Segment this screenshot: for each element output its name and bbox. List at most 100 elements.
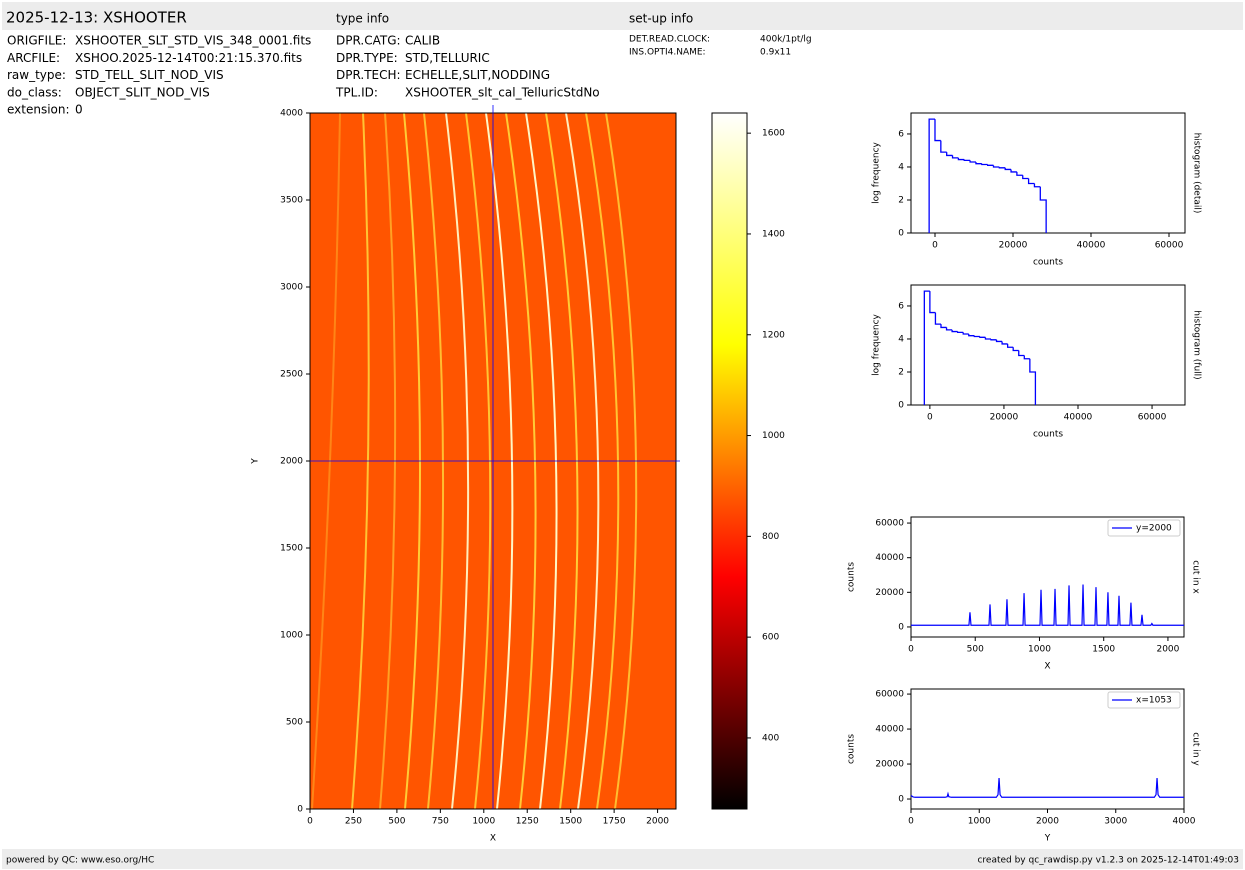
y-tick-label: 6 <box>898 301 904 311</box>
x-tick-label: 3000 <box>1104 817 1127 827</box>
histogram-step <box>1029 358 1037 405</box>
histogram-step <box>1010 169 1017 173</box>
y-tick-label: 0 <box>898 401 904 411</box>
x-axis-label: counts <box>1033 258 1063 268</box>
x-tick-label: 0 <box>908 817 914 827</box>
x-tick-label: 1250 <box>516 817 539 827</box>
field-key: DPR.TECH: <box>336 68 401 82</box>
x-tick-label: 2000 <box>1036 817 1059 827</box>
page-title: 2025-12-13: XSHOOTER <box>6 9 187 27</box>
histogram-step <box>945 327 953 331</box>
field-value: XSHOOTER_SLT_STD_VIS_348_0001.fits <box>75 34 311 48</box>
x-tick-label: 1000 <box>1028 645 1051 655</box>
histogram-step <box>940 324 947 329</box>
histogram-step <box>963 159 971 162</box>
histogram-step <box>923 290 930 405</box>
histogram-step <box>1018 350 1025 357</box>
legend-label: y=2000 <box>1136 524 1172 534</box>
y-tick-label: 1000 <box>280 631 303 641</box>
x-tick-label: 0 <box>932 241 938 251</box>
field-value: CALIB <box>405 34 440 48</box>
x-tick-label: 250 <box>345 817 362 827</box>
x-tick-label: 20000 <box>999 241 1028 251</box>
field-key: DPR.TYPE: <box>336 51 398 65</box>
series-line <box>911 584 1184 626</box>
y-axis-label: counts <box>847 562 857 592</box>
y-tick-label: 60000 <box>875 690 904 700</box>
x-axis-label: X <box>1044 662 1050 672</box>
header-bar <box>2 2 1243 30</box>
x-axis-label: Y <box>1044 834 1051 844</box>
histogram-step <box>1006 343 1014 348</box>
footer-bar <box>2 849 1243 869</box>
x-axis-label: X <box>490 834 496 844</box>
y-tick-label: 40000 <box>875 725 904 735</box>
histogram-step <box>990 338 997 341</box>
x-tick-label: 0 <box>927 413 933 423</box>
histogram-step <box>984 337 991 340</box>
field-value: 0.9x11 <box>760 48 791 58</box>
side-label: cut in x <box>1191 560 1201 594</box>
histogram-step <box>946 152 953 157</box>
x-tick-label: 20000 <box>990 413 1019 423</box>
x-tick-label: 500 <box>388 817 405 827</box>
x-axis-label: counts <box>1033 430 1063 440</box>
histogram-step <box>957 331 964 334</box>
field-key: ARCFILE: <box>7 51 60 65</box>
colorbar-tick-label: 1000 <box>762 431 785 441</box>
histogram-step <box>975 162 982 165</box>
field-key: INS.OPTI4.NAME: <box>629 48 706 58</box>
y-tick-label: 0 <box>297 805 303 815</box>
axes-frame <box>910 112 1186 234</box>
field-value: STD_TELL_SLIT_NOD_VIS <box>75 68 224 82</box>
x-tick-label: 2000 <box>646 817 669 827</box>
section-title: type info <box>336 12 389 26</box>
y-tick-label: 1500 <box>280 544 303 554</box>
y-tick-label: 500 <box>286 718 303 728</box>
footer-left: powered by QC: www.eso.org/HC <box>6 856 154 866</box>
x-tick-label: 750 <box>432 817 449 827</box>
x-tick-label: 1500 <box>559 817 582 827</box>
histogram-step <box>929 291 936 314</box>
y-axis-label: Y <box>251 458 261 465</box>
y-tick-label: 2 <box>898 367 904 377</box>
colorbar-tick-label: 1200 <box>762 330 785 340</box>
field-key: TPL.ID: <box>335 85 378 99</box>
field-value: 0 <box>75 103 83 117</box>
y-tick-label: 0 <box>898 229 904 239</box>
field-value: 400k/1pt/lg <box>760 35 812 45</box>
section-title: set-up info <box>629 12 693 26</box>
histogram-step <box>998 166 1006 169</box>
histogram-step <box>1004 167 1012 171</box>
colorbar-tick-label: 1400 <box>762 229 785 239</box>
histogram-step <box>962 332 969 335</box>
series-line <box>910 778 1184 798</box>
field-key: raw_type: <box>7 68 66 82</box>
colorbar <box>711 112 748 810</box>
histogram-step <box>1033 183 1041 188</box>
histogram-step <box>1001 341 1008 345</box>
x-tick-label: 1000 <box>968 817 991 827</box>
x-tick-label: 1000 <box>472 817 495 827</box>
x-tick-label: 2000 <box>1156 645 1179 655</box>
histogram-step <box>986 164 994 166</box>
axes-frame <box>910 688 1185 810</box>
y-tick-label: 4000 <box>280 109 303 119</box>
y-tick-label: 20000 <box>875 588 904 598</box>
y-tick-label: 2500 <box>280 370 303 380</box>
footer-right: created by qc_rawdisp.py v1.2.3 on 2025-… <box>977 856 1239 866</box>
field-value: STD,TELLURIC <box>405 51 490 65</box>
colorbar-tick-label: 800 <box>762 532 779 542</box>
histogram-step <box>969 160 976 163</box>
field-key: DET.READ.CLOCK: <box>629 35 710 45</box>
x-tick-label: 0 <box>908 645 914 655</box>
field-key: do_class: <box>7 85 62 99</box>
field-value: OBJECT_SLIT_NOD_VIS <box>75 85 210 99</box>
y-tick-label: 0 <box>898 795 904 805</box>
histogram-step <box>1012 347 1019 352</box>
histogram-step <box>1039 186 1047 233</box>
colorbar-tick-label: 1600 <box>762 129 785 139</box>
histogram-step <box>981 163 988 166</box>
histogram-step <box>1027 178 1035 185</box>
x-tick-label: 40000 <box>1064 413 1093 423</box>
